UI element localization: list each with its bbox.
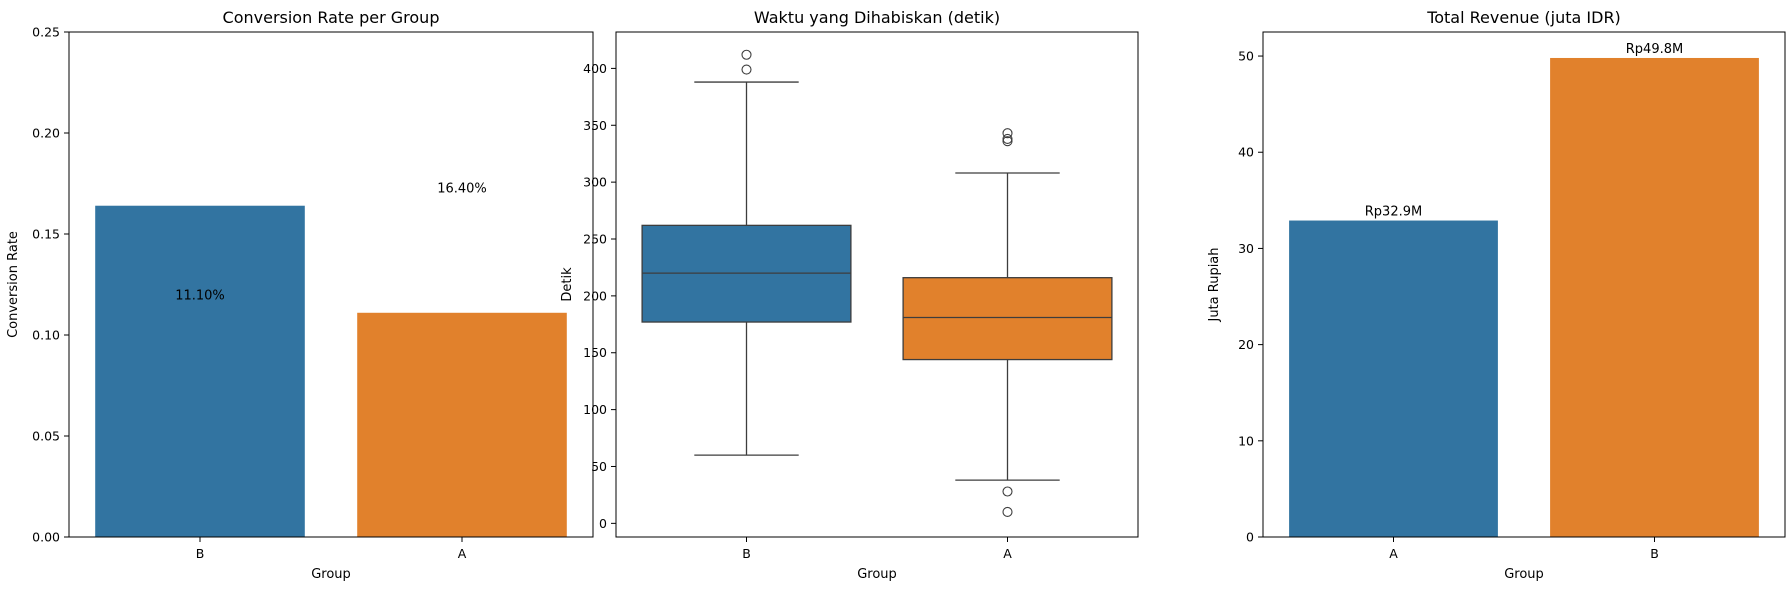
outlier-point — [741, 49, 752, 60]
chart-panel-2: Waktu yang Dihabiskan (detik) 0 50 100 150 20… — [560, 8, 1139, 582]
x-axis-label: Group — [311, 567, 351, 582]
annotation-label: 16.40% — [437, 182, 487, 197]
y-tick-label: 0.25 — [32, 25, 60, 40]
chart-title: Waktu yang Dihabiskan (detik) — [754, 8, 1000, 27]
x-tick-label: A — [1389, 546, 1398, 561]
x-tick-label: A — [458, 546, 467, 561]
y-tick-label: 150 — [583, 345, 607, 360]
x-tick-label: B — [742, 546, 751, 561]
y-tick-label: 400 — [583, 61, 607, 76]
chart-panel-3: Total Revenue (juta IDR) Rp32.9M Rp49.8M 0 1… — [1207, 8, 1786, 582]
y-tick-label: 0 — [1246, 530, 1254, 545]
x-tick-label: A — [1003, 546, 1012, 561]
y-tick-label: 20 — [1238, 337, 1254, 352]
x-axis-label: Group — [1504, 567, 1544, 582]
y-tick-label: 250 — [583, 232, 607, 247]
y-tick-label: 0.00 — [32, 530, 60, 545]
y-tick-label: 40 — [1238, 145, 1254, 160]
y-tick-label: 0.05 — [32, 429, 60, 444]
y-tick-label: 0 — [599, 516, 607, 531]
x-tick-label: B — [1650, 546, 1659, 561]
chart-title: Total Revenue (juta IDR) — [1426, 8, 1621, 27]
axes-frame — [615, 31, 1139, 538]
outlier-point — [1002, 506, 1013, 518]
y-tick-label: 30 — [1238, 241, 1254, 256]
bar-B — [95, 205, 305, 537]
axes-frame — [1262, 31, 1786, 538]
data-label: Rp32.9M — [1365, 205, 1422, 220]
y-axis-label: Juta Rupiah — [1207, 247, 1222, 322]
bar-A — [357, 312, 567, 537]
bar-B — [1550, 57, 1759, 537]
x-axis-label: Group — [857, 567, 897, 582]
axes-frame — [68, 31, 594, 538]
y-axis-label: Detik — [560, 267, 575, 302]
x-tick-label: B — [196, 546, 205, 561]
bar-A — [1289, 220, 1498, 538]
y-tick-label: 0.20 — [32, 126, 60, 141]
outlier-point — [1002, 486, 1013, 497]
annotation-label: 11.10% — [175, 289, 225, 304]
y-tick-label: 300 — [583, 175, 607, 190]
y-tick-label: 50 — [591, 459, 607, 474]
outlier-point — [741, 64, 752, 75]
box-A — [902, 277, 1113, 361]
y-tick-label: 0.15 — [32, 227, 60, 242]
y-tick-label: 10 — [1238, 433, 1254, 448]
y-tick-label: 200 — [583, 288, 607, 303]
y-tick-label: 100 — [583, 402, 607, 417]
outlier-point — [1002, 128, 1013, 139]
y-tick-label: 350 — [583, 118, 607, 133]
y-axis-label: Conversion Rate — [6, 231, 21, 338]
y-tick-label: 50 — [1238, 49, 1254, 64]
y-tick-label: 0.10 — [32, 328, 60, 343]
data-label: Rp49.8M — [1626, 42, 1683, 57]
outlier-point — [1002, 136, 1013, 147]
chart-panel-1: Conversion Rate per Group 11.10% 16.40% 0.0… — [6, 8, 594, 582]
chart-title: Conversion Rate per Group — [223, 8, 440, 27]
outlier-point — [1002, 133, 1013, 144]
